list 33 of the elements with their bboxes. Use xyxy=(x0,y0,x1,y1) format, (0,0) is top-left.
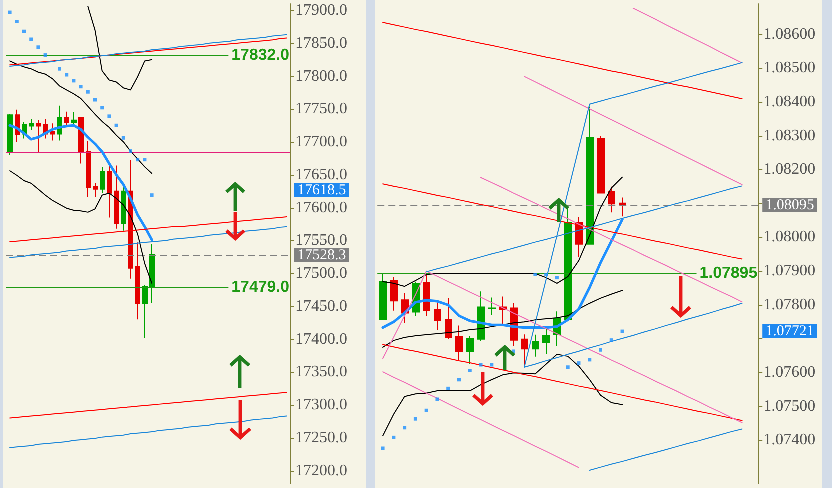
y-tick-label: 17600.0 xyxy=(296,199,348,216)
y-tick-label: 17300.0 xyxy=(296,396,348,414)
y-tick-label: 17500.0 xyxy=(296,265,348,282)
y-tick-label: 17200.0 xyxy=(296,462,348,480)
y-tick-label: 17550.0 xyxy=(296,232,348,250)
y-tick-label: 17700.0 xyxy=(296,134,348,151)
y-tick-label: 17650.0 xyxy=(296,166,348,184)
y-tick-label: 17350.0 xyxy=(296,364,348,381)
y-tick-label: 1.08400 xyxy=(764,94,816,111)
y-tick-label: 1.07400 xyxy=(764,432,816,449)
ref-line-label: 1.07895 xyxy=(700,265,758,282)
y-tick-label: 17450.0 xyxy=(296,298,348,315)
ref-line-label: 17479.0 xyxy=(232,279,290,296)
text: 17618.5 xyxy=(298,182,346,198)
y-tick-label: 17250.0 xyxy=(296,429,348,446)
y-tick-label: 17800.0 xyxy=(296,68,348,85)
y-tick-label: 1.08200 xyxy=(764,161,816,178)
ref-line-label: 17832.0 xyxy=(232,47,290,64)
y-tick-label: 1.07900 xyxy=(764,262,816,280)
y-tick-label: 1.07800 xyxy=(764,296,816,314)
y-tick-label: 17400.0 xyxy=(296,330,348,348)
text: 1.07721 xyxy=(766,324,814,340)
y-tick-label: 17850.0 xyxy=(296,34,348,52)
y-tick-label: 1.08000 xyxy=(764,228,816,246)
y-tick-label: 1.07500 xyxy=(764,398,816,415)
y-tick-label: 17900.0 xyxy=(296,2,348,20)
y-tick-label: 1.08500 xyxy=(764,60,816,77)
y-tick-label: 1.08300 xyxy=(764,127,816,144)
y-tick-label: 1.07600 xyxy=(764,364,816,381)
y-tick-label: 17750.0 xyxy=(296,100,348,118)
ref-line-label: 17528.3 xyxy=(298,248,346,264)
ref-line-label: 1.08095 xyxy=(766,198,814,214)
y-tick-label: 1.08600 xyxy=(764,26,816,43)
